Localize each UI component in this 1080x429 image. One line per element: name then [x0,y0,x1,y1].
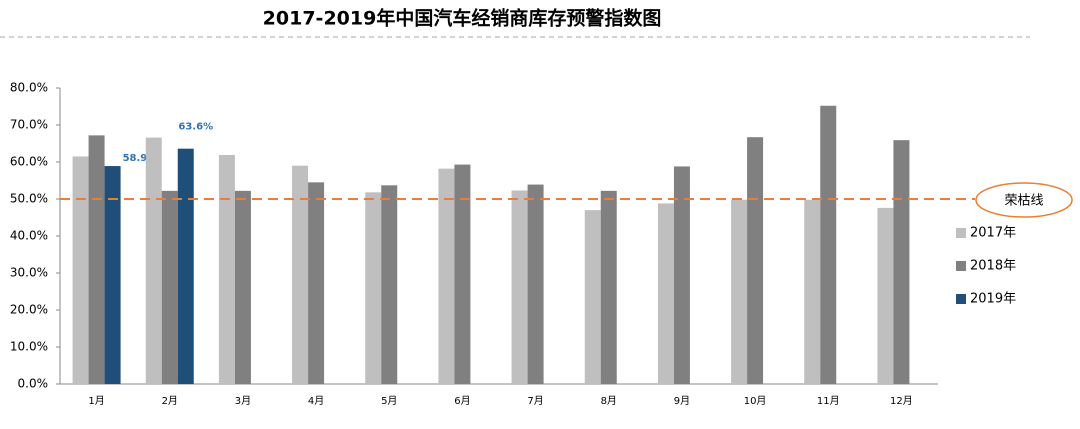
x-tick-label: 6月 [454,395,470,407]
x-tick-label: 11月 [817,395,840,407]
bar [893,140,910,384]
bar [731,199,748,384]
x-tick-label: 12月 [890,395,913,407]
bar [218,154,235,384]
y-tick-label: 0.0% [18,377,49,391]
bar [657,203,674,384]
data-label: 58.9% [123,153,158,164]
y-tick-label: 20.0% [10,303,48,317]
legend-swatch [956,294,966,304]
bar [600,190,617,384]
bar [308,182,325,384]
bar [820,105,837,384]
x-tick-label: 2月 [162,395,178,407]
y-tick-label: 80.0% [10,81,48,95]
bar [511,190,528,384]
legend-swatch [956,261,966,271]
data-label: 63.6% [178,122,213,133]
y-tick-label: 30.0% [10,266,48,280]
chart-title: 2017-2019年中国汽车经销商库存预警指数图 [263,7,662,30]
bar [877,207,894,384]
bar [88,135,105,384]
bar [527,184,544,384]
x-tick-label: 9月 [674,395,690,407]
x-tick-label: 7月 [527,395,543,407]
bar [673,166,690,384]
legend-label: 2017年 [970,226,1016,241]
y-tick-label: 50.0% [10,192,48,206]
x-tick-label: 1月 [88,395,104,407]
bar [161,190,178,384]
bar [747,137,764,384]
bar [72,156,89,384]
bar [584,210,601,384]
y-tick-label: 60.0% [10,155,48,169]
legend-swatch [956,228,966,238]
bar [365,192,382,384]
y-tick-label: 40.0% [10,229,48,243]
reference-label: 荣枯线 [1004,194,1043,209]
bar [438,168,455,384]
bar [145,137,162,384]
bar [234,190,251,384]
x-tick-label: 4月 [308,395,324,407]
bar [292,165,309,384]
x-tick-label: 10月 [744,395,767,407]
y-tick-label: 10.0% [10,340,48,354]
bar [804,199,821,384]
x-tick-label: 5月 [381,395,397,407]
x-tick-label: 8月 [601,395,617,407]
bar [177,148,194,384]
bar [454,164,471,384]
legend-label: 2019年 [970,292,1016,307]
bar [381,185,398,384]
bar [104,166,121,384]
legend-label: 2018年 [970,259,1016,274]
reference-label-frame [975,182,1073,218]
x-tick-label: 3月 [235,395,251,407]
y-tick-label: 70.0% [10,118,48,132]
